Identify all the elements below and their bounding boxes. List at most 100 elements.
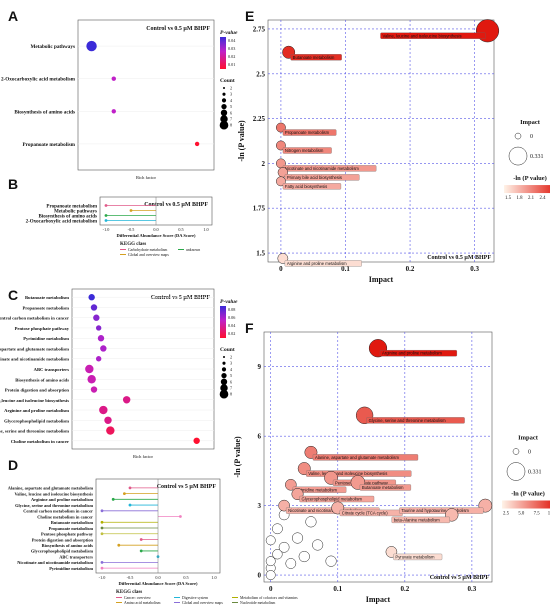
count-tick: 3 [230, 361, 232, 366]
x-tick: 0.3 [470, 265, 479, 273]
data-point [85, 364, 94, 374]
count-tick: 2 [230, 355, 232, 360]
y-tick: 2.25 [253, 115, 266, 123]
category-label: Glycine, serine and threonine metabolism [0, 429, 69, 434]
count-tick: 6 [230, 379, 232, 384]
da-point [100, 561, 104, 564]
kegg-class-entry: Amino acid metabolism [124, 601, 161, 605]
data-point [193, 437, 200, 444]
lnp-tick: 5.0 [518, 512, 525, 517]
pvalue-tick: 0.02 [228, 54, 235, 59]
impact-tick-min: 0 [528, 450, 531, 456]
pvalue-tick: 0.01 [228, 62, 235, 67]
count-legend-dot [221, 372, 227, 379]
x-tick: 0.0 [155, 575, 160, 580]
chart-title-b: Control vs 0.5 μM BHPF [144, 202, 208, 208]
lnp-tick: 1.8 [517, 196, 524, 201]
chart-title-c: Control vs 5 μM BHPF [151, 295, 211, 301]
impact-legend-title-e: Impact [520, 119, 541, 126]
x-tick: -1.0 [103, 227, 110, 232]
x-tick: 0.0 [153, 227, 158, 232]
kegg-class-entry: unknown [186, 248, 200, 252]
count-legend-dot [221, 103, 227, 110]
category-label: ABC transporters [59, 554, 93, 559]
da-point [139, 538, 143, 541]
bubble-label: Nicotinate and nicotinamide metabolism [285, 166, 360, 171]
bubble-label: beta-Alanine metabolism [394, 517, 441, 522]
category-label: Choline metabolism in cancer [11, 439, 69, 444]
category-label: Arginine and proline metabolism [31, 497, 93, 502]
x-axis-label-f: Impact [366, 595, 391, 604]
y-tick: 2 [262, 160, 266, 168]
count-legend-dot [221, 98, 227, 103]
bubble-label: Citrate cycle (TCA cycle) [342, 510, 388, 515]
pvalue-colorbar-c [220, 306, 226, 338]
x-tick: 0.5 [178, 227, 183, 232]
kegg-class-entry: Nucleotide metabolism [240, 601, 275, 605]
category-label: Protein digestion and absorption [5, 388, 70, 393]
category-label: Pyrimidine metabolism [23, 336, 69, 341]
bubble-label: Glycerophospholipid metabolism [302, 497, 363, 502]
chart-title-d: Control vs 5 μM BHPF [157, 484, 217, 490]
impact-legend-large [508, 146, 528, 166]
data-point [104, 416, 112, 424]
lnp-tick: 2.4 [540, 196, 547, 201]
bubble-label-box [380, 32, 486, 39]
x-tick: 1.0 [211, 575, 216, 580]
bubble-label-box [366, 417, 465, 424]
da-point [128, 486, 132, 490]
y-axis-label-f: -ln (P value) [233, 436, 242, 478]
x-tick: 0.5 [183, 575, 188, 580]
bubble-label-box [284, 174, 360, 181]
bubble-label-box [282, 147, 332, 154]
count-legend-dot [222, 92, 226, 96]
bubble-label-box [312, 454, 419, 461]
x-tick: -1.0 [99, 575, 106, 580]
data-point [90, 386, 98, 393]
bubble-label: Butanoate metabolism [293, 55, 335, 60]
x-tick: 0.3 [468, 585, 477, 593]
category-label: Alanine, aspartate and glutamate metabol… [8, 486, 94, 491]
category-label: Glycerophospholipid metabolism [4, 418, 69, 423]
da-point [100, 566, 104, 570]
category-label: Propanoate metabolism [49, 526, 94, 531]
bubble-label-box [399, 507, 484, 514]
count-tick: 6 [230, 110, 232, 115]
pvalue-tick: 0.04 [228, 323, 236, 328]
bubble-label: Taurine and hypotaurine metabolism [401, 508, 469, 513]
panel-letter-b: B [8, 176, 19, 192]
impact-tick-max: 0.331 [528, 470, 542, 476]
x-tick: 0 [279, 265, 283, 273]
y-axis-label-e: -ln (P value) [237, 120, 246, 162]
da-point [179, 515, 182, 518]
count-tick: 8 [230, 392, 232, 397]
chart-title-a: Control vs 0.5 μM BHPF [146, 26, 210, 32]
lnp-tick: 2.5 [503, 512, 510, 517]
category-label: Butanoate metabolism [25, 295, 69, 300]
bubble-label: Propanoate metabolism [285, 130, 330, 135]
pvalue-legend-title-a: P-value [220, 30, 238, 36]
count-legend-dot [220, 378, 228, 385]
bubble-label-box [292, 486, 347, 493]
pvalue-colorbar-a [220, 37, 226, 69]
bubble-label: Nitrogen metabolism [285, 148, 324, 153]
category-label: Metabolic pathways [54, 209, 97, 214]
panel-letter-a: A [8, 8, 19, 24]
data-point [90, 304, 98, 311]
bubble [305, 516, 317, 528]
bubble-label: Glycine, serine and threonine metabolism [369, 418, 447, 423]
lnp-colorbar-e [504, 185, 550, 194]
x-tick: 1.0 [203, 227, 208, 232]
category-label: Pentose phosphate pathway [15, 326, 70, 331]
bubble-label: Arginine and proline metabolism [382, 351, 442, 356]
count-legend-dot [219, 389, 229, 399]
bubble [325, 555, 337, 567]
y-tick: 3 [258, 502, 262, 510]
x-tick: -0.5 [127, 575, 134, 580]
x-axis-label-c: Rich factor [133, 454, 154, 459]
category-label: Pyrimidine metabolism [49, 566, 93, 571]
y-tick: 1.75 [253, 205, 266, 213]
count-legend-dot [219, 120, 229, 130]
bubble-label: Nicotinate and nicotinamide metabolism [288, 508, 363, 513]
da-point [129, 209, 133, 212]
